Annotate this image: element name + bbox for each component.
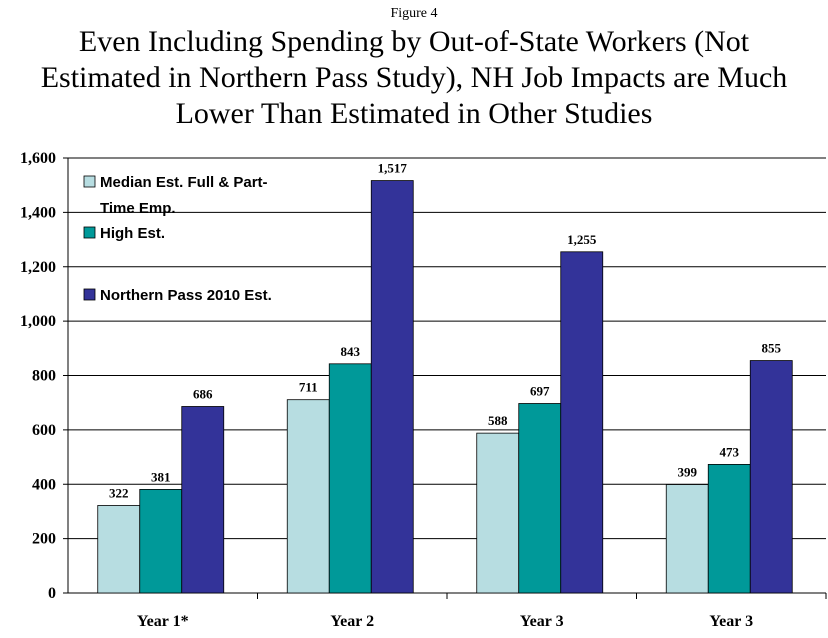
data-label: 711 bbox=[299, 380, 318, 395]
bar bbox=[665, 484, 709, 594]
legend-label: High Est. bbox=[100, 225, 165, 242]
chart-title-line-1: Even Including Spending by Out-of-State … bbox=[78, 25, 750, 58]
chart-title: Even Including Spending by Out-of-State … bbox=[0, 24, 828, 132]
data-label: 381 bbox=[151, 469, 171, 484]
x-category-label: Year 3 bbox=[520, 613, 564, 630]
bar bbox=[749, 360, 793, 594]
data-label: 697 bbox=[530, 384, 550, 399]
data-label: 843 bbox=[341, 344, 361, 359]
data-label: 399 bbox=[678, 465, 698, 480]
bar bbox=[476, 432, 520, 594]
data-label: 855 bbox=[762, 341, 782, 356]
x-category-label: Year 2 bbox=[330, 613, 374, 630]
y-tick-label: 600 bbox=[32, 422, 56, 439]
data-label: 322 bbox=[109, 485, 129, 500]
bars bbox=[97, 180, 793, 594]
x-category-label: Year 1* bbox=[137, 613, 189, 630]
bar bbox=[707, 464, 751, 594]
legend: Median Est. Full & Part- Time Emp. High Es… bbox=[83, 174, 272, 304]
axes: 0 200 400 600 800 1,000 1,200 1,400 1,600 Year 1*… bbox=[20, 150, 827, 630]
legend-label: Time Emp. bbox=[100, 200, 176, 217]
data-label: 1,517 bbox=[378, 161, 408, 176]
data-labels: 322 381 686 711 843 1,517 588 697 1,255 399 473 855 bbox=[109, 161, 782, 501]
legend-label: Median Est. Full & Part- bbox=[100, 174, 268, 191]
legend-swatch bbox=[83, 288, 96, 301]
bar bbox=[139, 489, 183, 594]
x-category-label: Year 3 bbox=[709, 613, 753, 630]
chart-title-line-2: Estimated in Northern Pass Study), NH Jo… bbox=[40, 61, 788, 94]
y-tick-label: 0 bbox=[48, 585, 56, 602]
figure-label: Figure 4 bbox=[390, 6, 438, 21]
legend-swatch bbox=[83, 226, 96, 239]
y-tick-label: 800 bbox=[32, 368, 56, 385]
y-tick-label: 400 bbox=[32, 476, 56, 493]
data-label: 1,255 bbox=[567, 232, 597, 247]
bar bbox=[181, 406, 225, 594]
legend-label: Northern Pass 2010 Est. bbox=[100, 287, 272, 304]
data-label: 686 bbox=[193, 386, 213, 401]
data-label: 588 bbox=[488, 413, 508, 428]
data-label: 473 bbox=[720, 444, 740, 459]
bar bbox=[286, 399, 330, 594]
y-tick-label: 1,400 bbox=[20, 204, 56, 221]
bar bbox=[560, 251, 604, 594]
chart-title-line-3: Lower Than Estimated in Other Studies bbox=[175, 97, 653, 130]
y-tick-label: 1,600 bbox=[20, 150, 56, 167]
bar bbox=[370, 180, 414, 594]
bar bbox=[97, 505, 141, 594]
bar bbox=[328, 363, 372, 594]
y-tick-label: 1,000 bbox=[20, 313, 56, 330]
legend-swatch bbox=[83, 175, 96, 188]
y-tick-label: 1,200 bbox=[20, 259, 56, 276]
bar bbox=[518, 403, 562, 594]
y-tick-label: 200 bbox=[32, 531, 56, 548]
